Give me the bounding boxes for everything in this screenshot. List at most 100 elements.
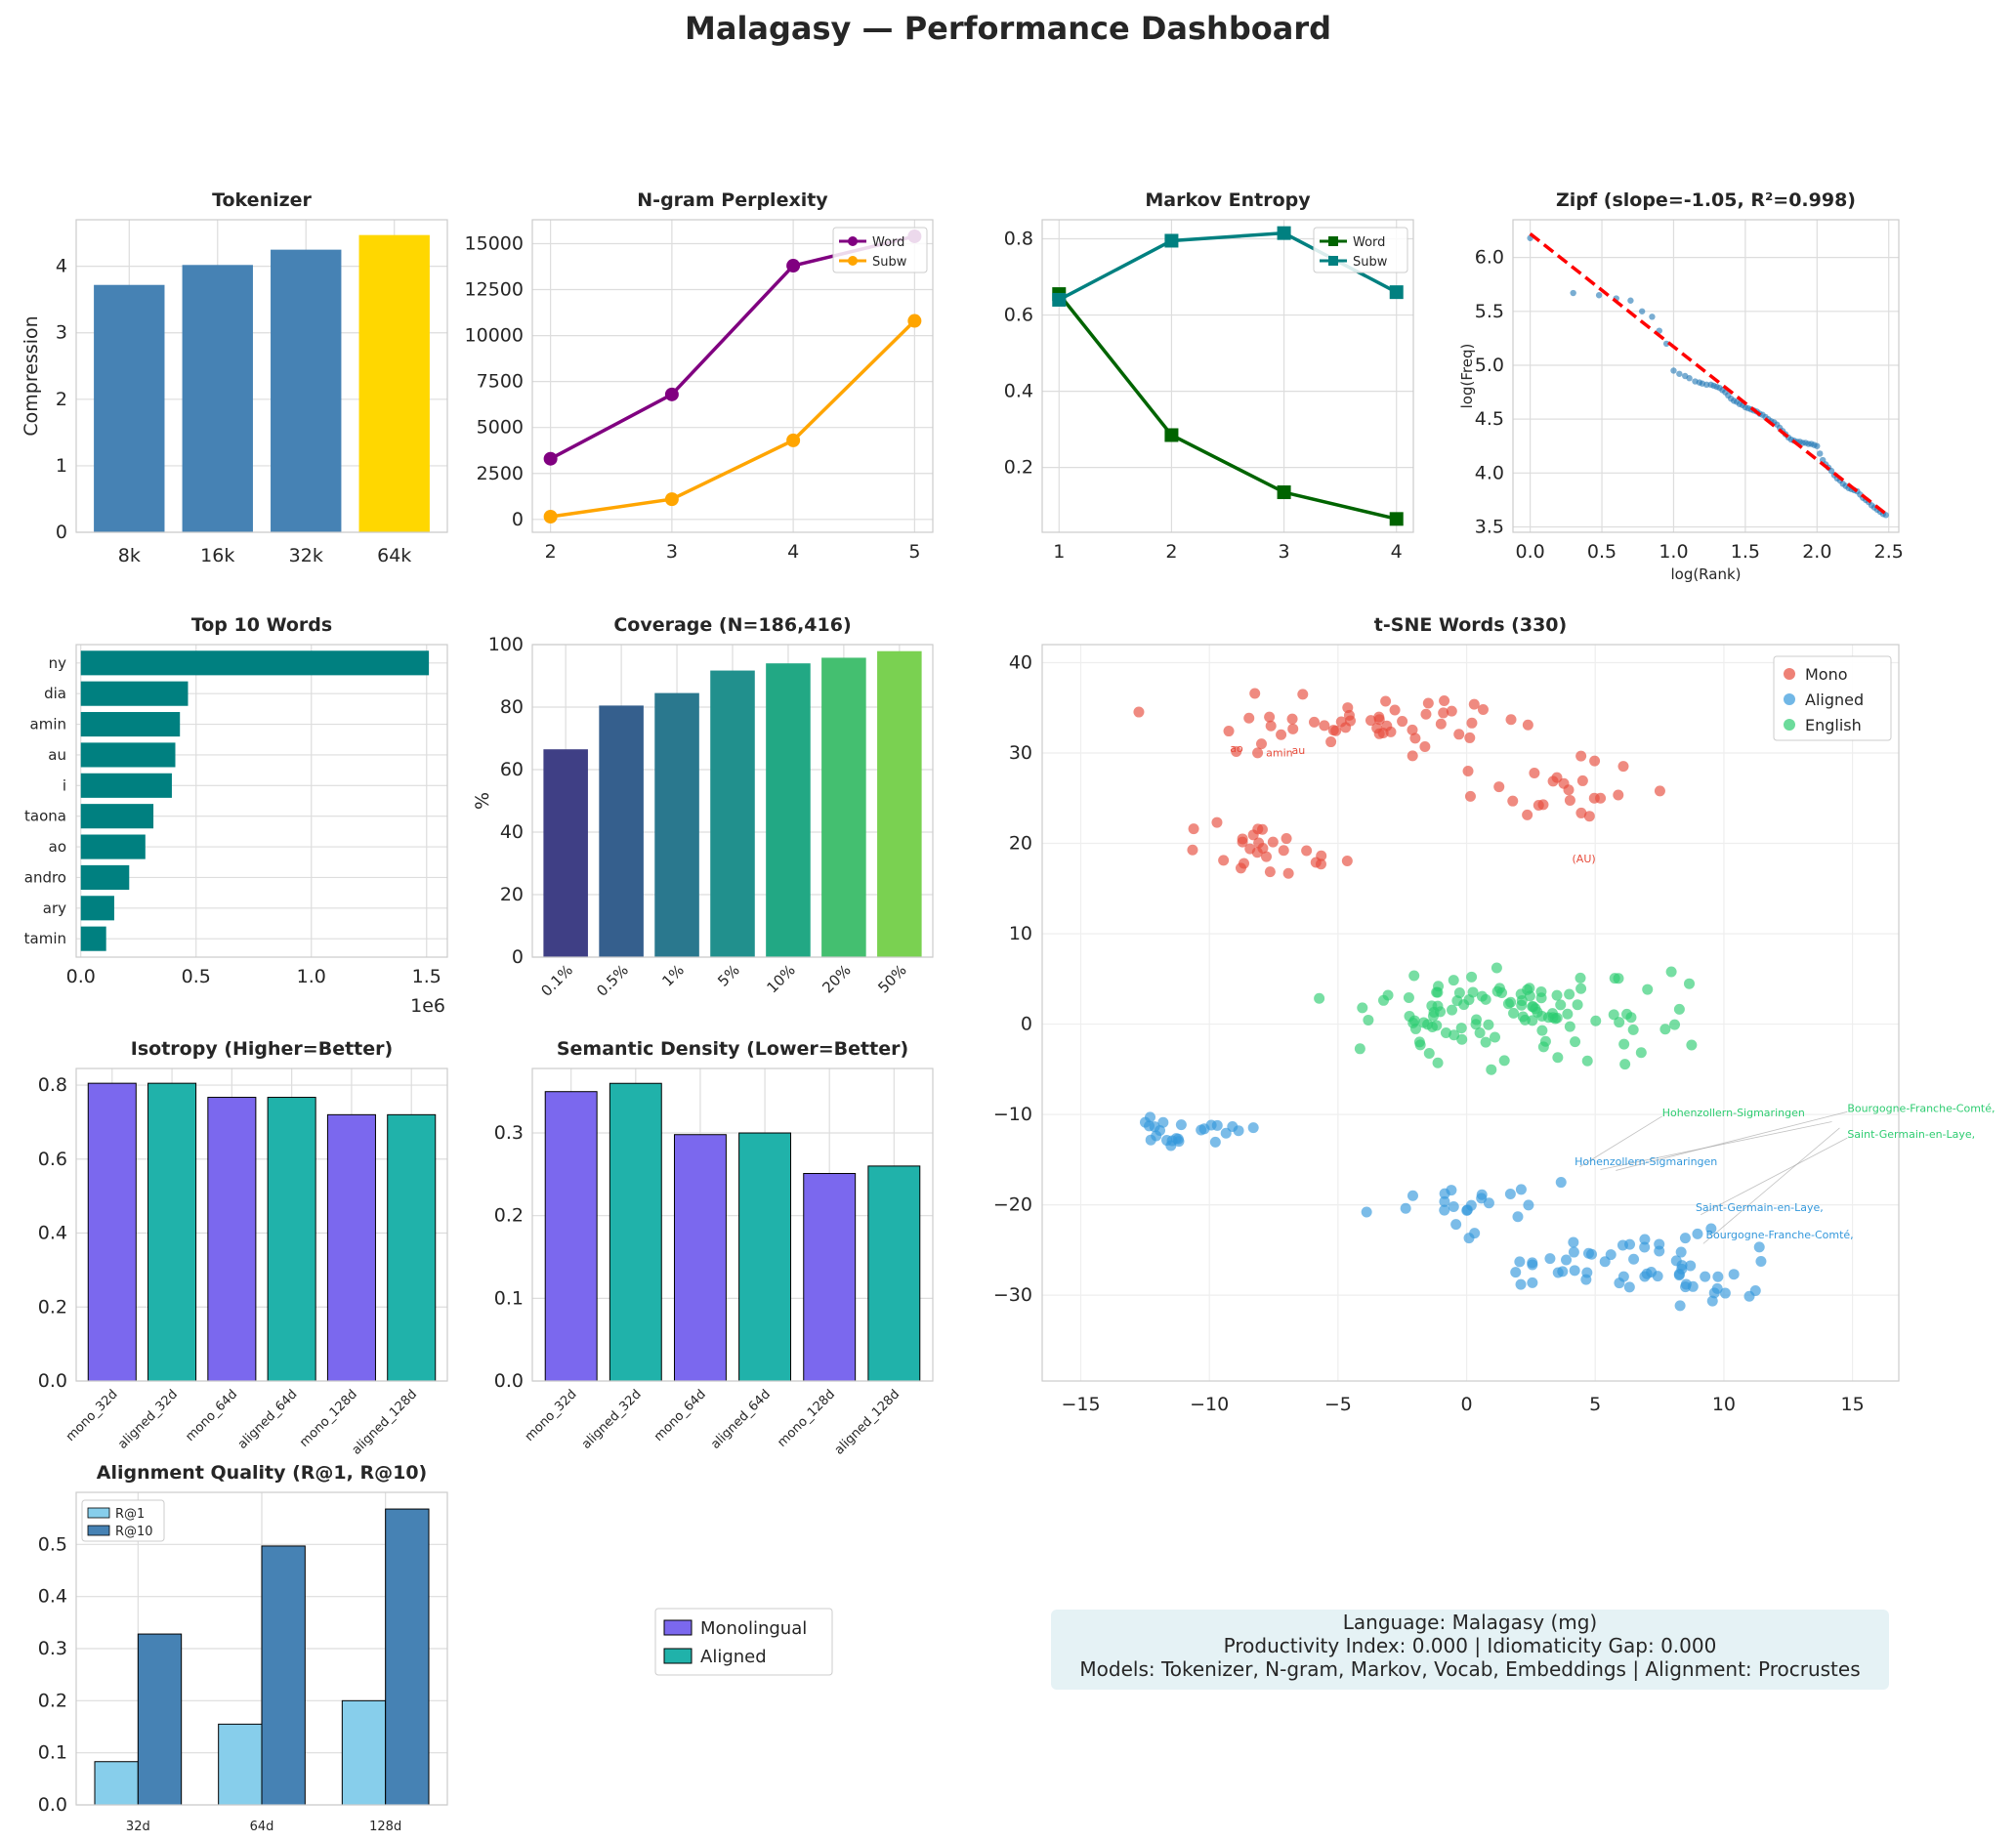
- tsne-leader-line: [1600, 1121, 1832, 1170]
- ngram-point: [664, 492, 679, 507]
- tsne-point-english: [1456, 1033, 1468, 1045]
- zipf-point: [1817, 450, 1824, 457]
- topwords-ytick-label: andro: [24, 868, 66, 886]
- density-ytick-label: 0.3: [494, 1122, 524, 1144]
- tsne-point-english: [1608, 1009, 1619, 1021]
- tokenizer-bar: [94, 284, 165, 532]
- zipf-chart: 3.5 4.0 4.5 5.0 5.5 6.0 0.0 0.5 1.0 1.5 2.0 2.5 Zipf…: [1458, 189, 1904, 583]
- tsne-legend-marker: [1784, 668, 1795, 680]
- tsne-point-mono: [1575, 807, 1587, 818]
- alignment-ytick-label: 0.4: [38, 1586, 67, 1608]
- markov-point: [1389, 285, 1404, 300]
- tsne-point-mono: [1252, 747, 1264, 759]
- topwords-axes-frame: [75, 644, 448, 958]
- zipf-ytick-label: 4.0: [1475, 462, 1504, 483]
- ngram-point: [786, 259, 801, 273]
- tsne-point-english: [1480, 1036, 1491, 1048]
- tsne-point-english: [1357, 1002, 1368, 1014]
- topwords-ytick-label: i: [63, 776, 66, 794]
- tsne-point-aligned: [1692, 1228, 1703, 1239]
- tsne-point-mono: [1310, 857, 1322, 868]
- alignment-ytick-label: 0.5: [38, 1533, 67, 1555]
- tsne-point-english: [1516, 999, 1528, 1011]
- isotropy-xtick-label: aligned_32d: [115, 1387, 181, 1452]
- tsne-legend-marker: [1784, 693, 1795, 705]
- tsne-point-english: [1471, 1014, 1483, 1026]
- ngram-axes-frame: [531, 219, 934, 533]
- tsne-point-english: [1432, 1057, 1444, 1068]
- tsne-point-mono: [1409, 733, 1421, 744]
- coverage-ytick-label: 40: [500, 821, 524, 843]
- tsne-annotation: Saint-Germain-en-Laye,: [1696, 1201, 1824, 1214]
- tsne-point-mono: [1466, 717, 1478, 729]
- tokenizer-axes-frame: [75, 219, 448, 533]
- zipf-ytick-label: 4.5: [1475, 408, 1504, 430]
- tokenizer-bar: [271, 249, 342, 532]
- alignment-bar-r1: [218, 1723, 263, 1806]
- tsne-annotation: au: [1291, 744, 1305, 757]
- density-axes-frame: [531, 1068, 934, 1382]
- tsne-point-english: [1581, 1055, 1593, 1067]
- ngram-ytick-label: 12500: [465, 279, 524, 301]
- tsne-point-english: [1535, 992, 1547, 1004]
- tsne-point-english: [1642, 984, 1654, 995]
- alignment-xtick-label: 64d: [250, 1820, 274, 1834]
- tsne-ytick-label: 0: [1021, 1014, 1032, 1035]
- tsne-point-aligned: [1652, 1271, 1663, 1282]
- tsne-point-aligned: [1552, 1267, 1564, 1278]
- markov-xtick-label: 4: [1391, 541, 1403, 563]
- coverage-bar: [766, 663, 811, 957]
- tsne-point-english: [1502, 998, 1514, 1010]
- ngram-ytick-label: 5000: [477, 417, 524, 439]
- zipf-point: [1649, 314, 1656, 320]
- ngram-ytick-label: 7500: [477, 371, 524, 393]
- zipf-point: [1676, 370, 1683, 377]
- tsne-point-english: [1498, 1055, 1510, 1067]
- tsne-point-aligned: [1448, 1201, 1459, 1213]
- tsne-point-english: [1551, 989, 1563, 1001]
- tsne-point-mono: [1252, 823, 1264, 835]
- density-title: Semantic Density (Lower=Better): [557, 1038, 908, 1060]
- tsne-point-mono: [1564, 794, 1575, 806]
- tsne-point-mono: [1211, 816, 1223, 828]
- isotropy-title: Isotropy (Higher=Better): [131, 1038, 393, 1060]
- tsne-point-mono: [1613, 789, 1624, 801]
- tsne-point-mono: [1325, 736, 1337, 748]
- alignment-axes-frame: [75, 1491, 448, 1806]
- topwords-xtick-label: 0.0: [66, 966, 96, 987]
- tsne-point-aligned: [1465, 1199, 1477, 1211]
- zipf-point: [1662, 340, 1670, 348]
- tsne-point-english: [1377, 994, 1389, 1006]
- markov-ytick-label: 0.4: [1004, 381, 1033, 402]
- zipf-ylabel: log(Freq): [1458, 344, 1476, 409]
- tsne-point-mono: [1309, 716, 1320, 728]
- tsne-point-aligned: [1582, 1247, 1594, 1259]
- tsne-point-english: [1562, 1008, 1574, 1020]
- tsne-xtick-label: −5: [1324, 1394, 1352, 1415]
- density-ytick-label: 0.1: [494, 1287, 524, 1309]
- tsne-ytick-label: −10: [993, 1104, 1032, 1125]
- coverage-ylabel: %: [472, 792, 493, 810]
- alignment-legend-swatch: [87, 1507, 110, 1519]
- ngram-legend-marker: [848, 256, 858, 266]
- tsne-point-english: [1491, 962, 1502, 974]
- topwords-ytick-label: amin: [30, 716, 66, 733]
- ngram-ytick-label: 10000: [465, 325, 524, 347]
- tsne-point-mono: [1281, 833, 1292, 845]
- tsne-ytick-label: 20: [1009, 833, 1032, 855]
- alignment-xtick-label: 128d: [369, 1820, 401, 1834]
- tsne-legend-label: Aligned: [1805, 691, 1864, 709]
- tsne-point-mono: [1342, 702, 1354, 714]
- tsne-point-english: [1635, 1047, 1647, 1059]
- tsne-point-english: [1414, 1039, 1426, 1051]
- tsne-point-english: [1408, 970, 1420, 982]
- tsne-point-mono: [1301, 845, 1313, 857]
- tsne-leader-line: [1702, 1127, 1840, 1244]
- tsne-point-mono: [1286, 713, 1298, 725]
- tsne-point-aligned: [1527, 1257, 1538, 1269]
- tsne-point-mono: [1462, 765, 1474, 776]
- coverage-ytick-label: 100: [488, 634, 524, 655]
- coverage-xtick-label: 50%: [874, 961, 909, 996]
- tsne-point-mono: [1377, 728, 1389, 739]
